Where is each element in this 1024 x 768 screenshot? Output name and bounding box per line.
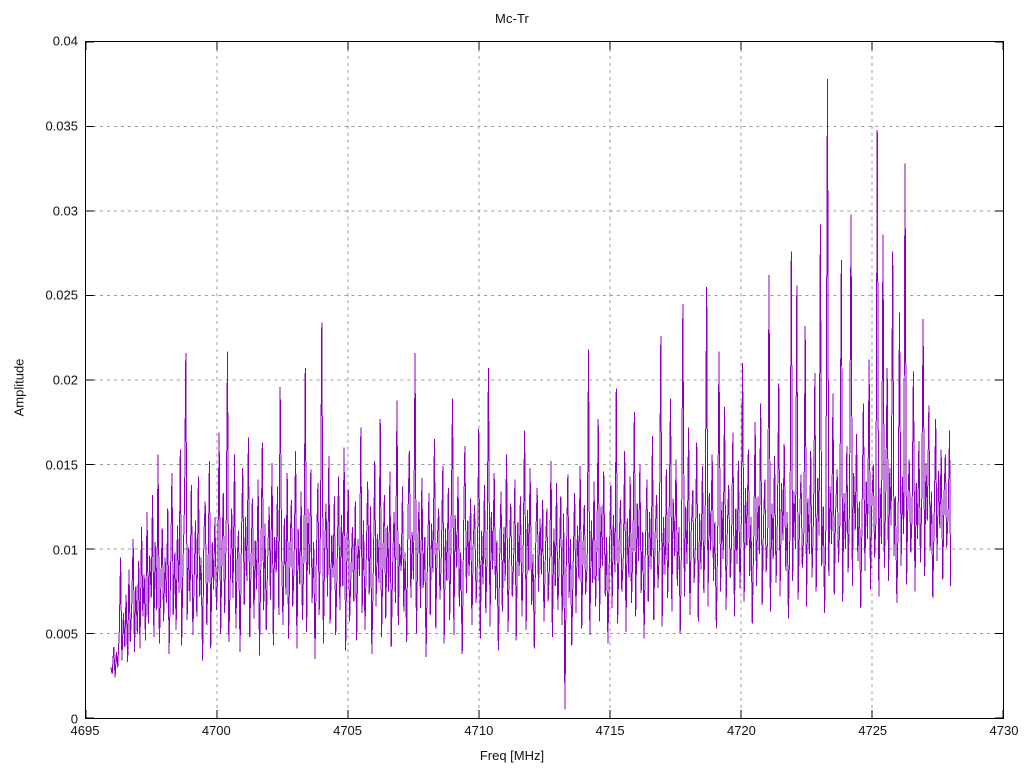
data-series-group — [110, 79, 952, 710]
x-tick-label: 4725 — [858, 723, 888, 738]
y-tick-label: 0.03 — [52, 203, 78, 218]
y-tick-label: 0.015 — [45, 457, 78, 473]
x-tick-label: 4710 — [464, 723, 494, 738]
plot-canvas — [86, 42, 1003, 718]
y-tick-label: 0.025 — [45, 287, 78, 303]
data-series-0 — [110, 79, 952, 710]
plot-area — [85, 41, 1004, 719]
x-tick-label: 4730 — [989, 723, 1019, 738]
x-axis-title: Freq [MHz] — [479, 748, 545, 763]
x-tick-label: 4695 — [70, 723, 100, 738]
x-tick-label: 4705 — [333, 723, 363, 738]
y-tick-label: 0 — [70, 711, 78, 727]
x-tick-label: 4715 — [595, 723, 625, 738]
x-tick-label: 4700 — [201, 723, 231, 738]
y-axis-title: Amplitude — [11, 358, 27, 417]
x-tick-label: 4720 — [726, 723, 756, 738]
chart-title: Mc-Tr — [495, 11, 529, 26]
y-tick-label: 0.02 — [52, 372, 78, 388]
y-tick-label: 0.01 — [52, 542, 78, 557]
axis-tick-marks — [86, 42, 1003, 718]
y-tick-label: 0.035 — [45, 118, 78, 134]
y-tick-label: 0.005 — [45, 626, 78, 642]
y-tick-label: 0.04 — [52, 33, 78, 49]
